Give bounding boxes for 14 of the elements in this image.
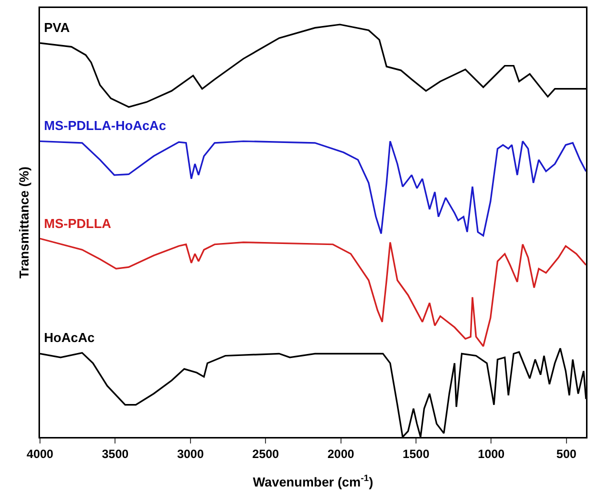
series-label: HoAcAc [44, 330, 95, 345]
x-tick-label: 2500 [252, 446, 280, 461]
x-tick-label: 1000 [478, 446, 505, 461]
x-tick-label: 2000 [327, 446, 354, 461]
x-tick-label: 1500 [402, 446, 430, 461]
series-label: MS-PDLLA-HoAcAc [44, 118, 166, 133]
x-tick-label: 3000 [177, 446, 204, 461]
x-axis-title: Wavenumber (cm$^{-1}$) [252, 473, 374, 490]
x-tick-label: 500 [556, 446, 577, 461]
y-axis-title: Transmittance (%) [16, 166, 32, 278]
series-label: PVA [44, 20, 70, 35]
series-label: MS-PDLLA [44, 216, 112, 231]
x-tick-label: 4000 [26, 446, 54, 461]
x-tick-label: 3500 [102, 446, 129, 461]
